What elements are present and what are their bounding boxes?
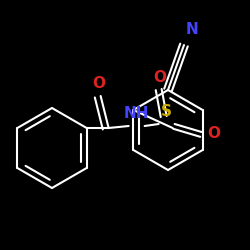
Text: O: O: [207, 126, 220, 142]
Text: O: O: [92, 76, 105, 92]
Text: O: O: [153, 70, 166, 84]
Text: N: N: [186, 22, 198, 38]
Text: NH: NH: [124, 106, 150, 122]
Text: S: S: [161, 104, 172, 120]
